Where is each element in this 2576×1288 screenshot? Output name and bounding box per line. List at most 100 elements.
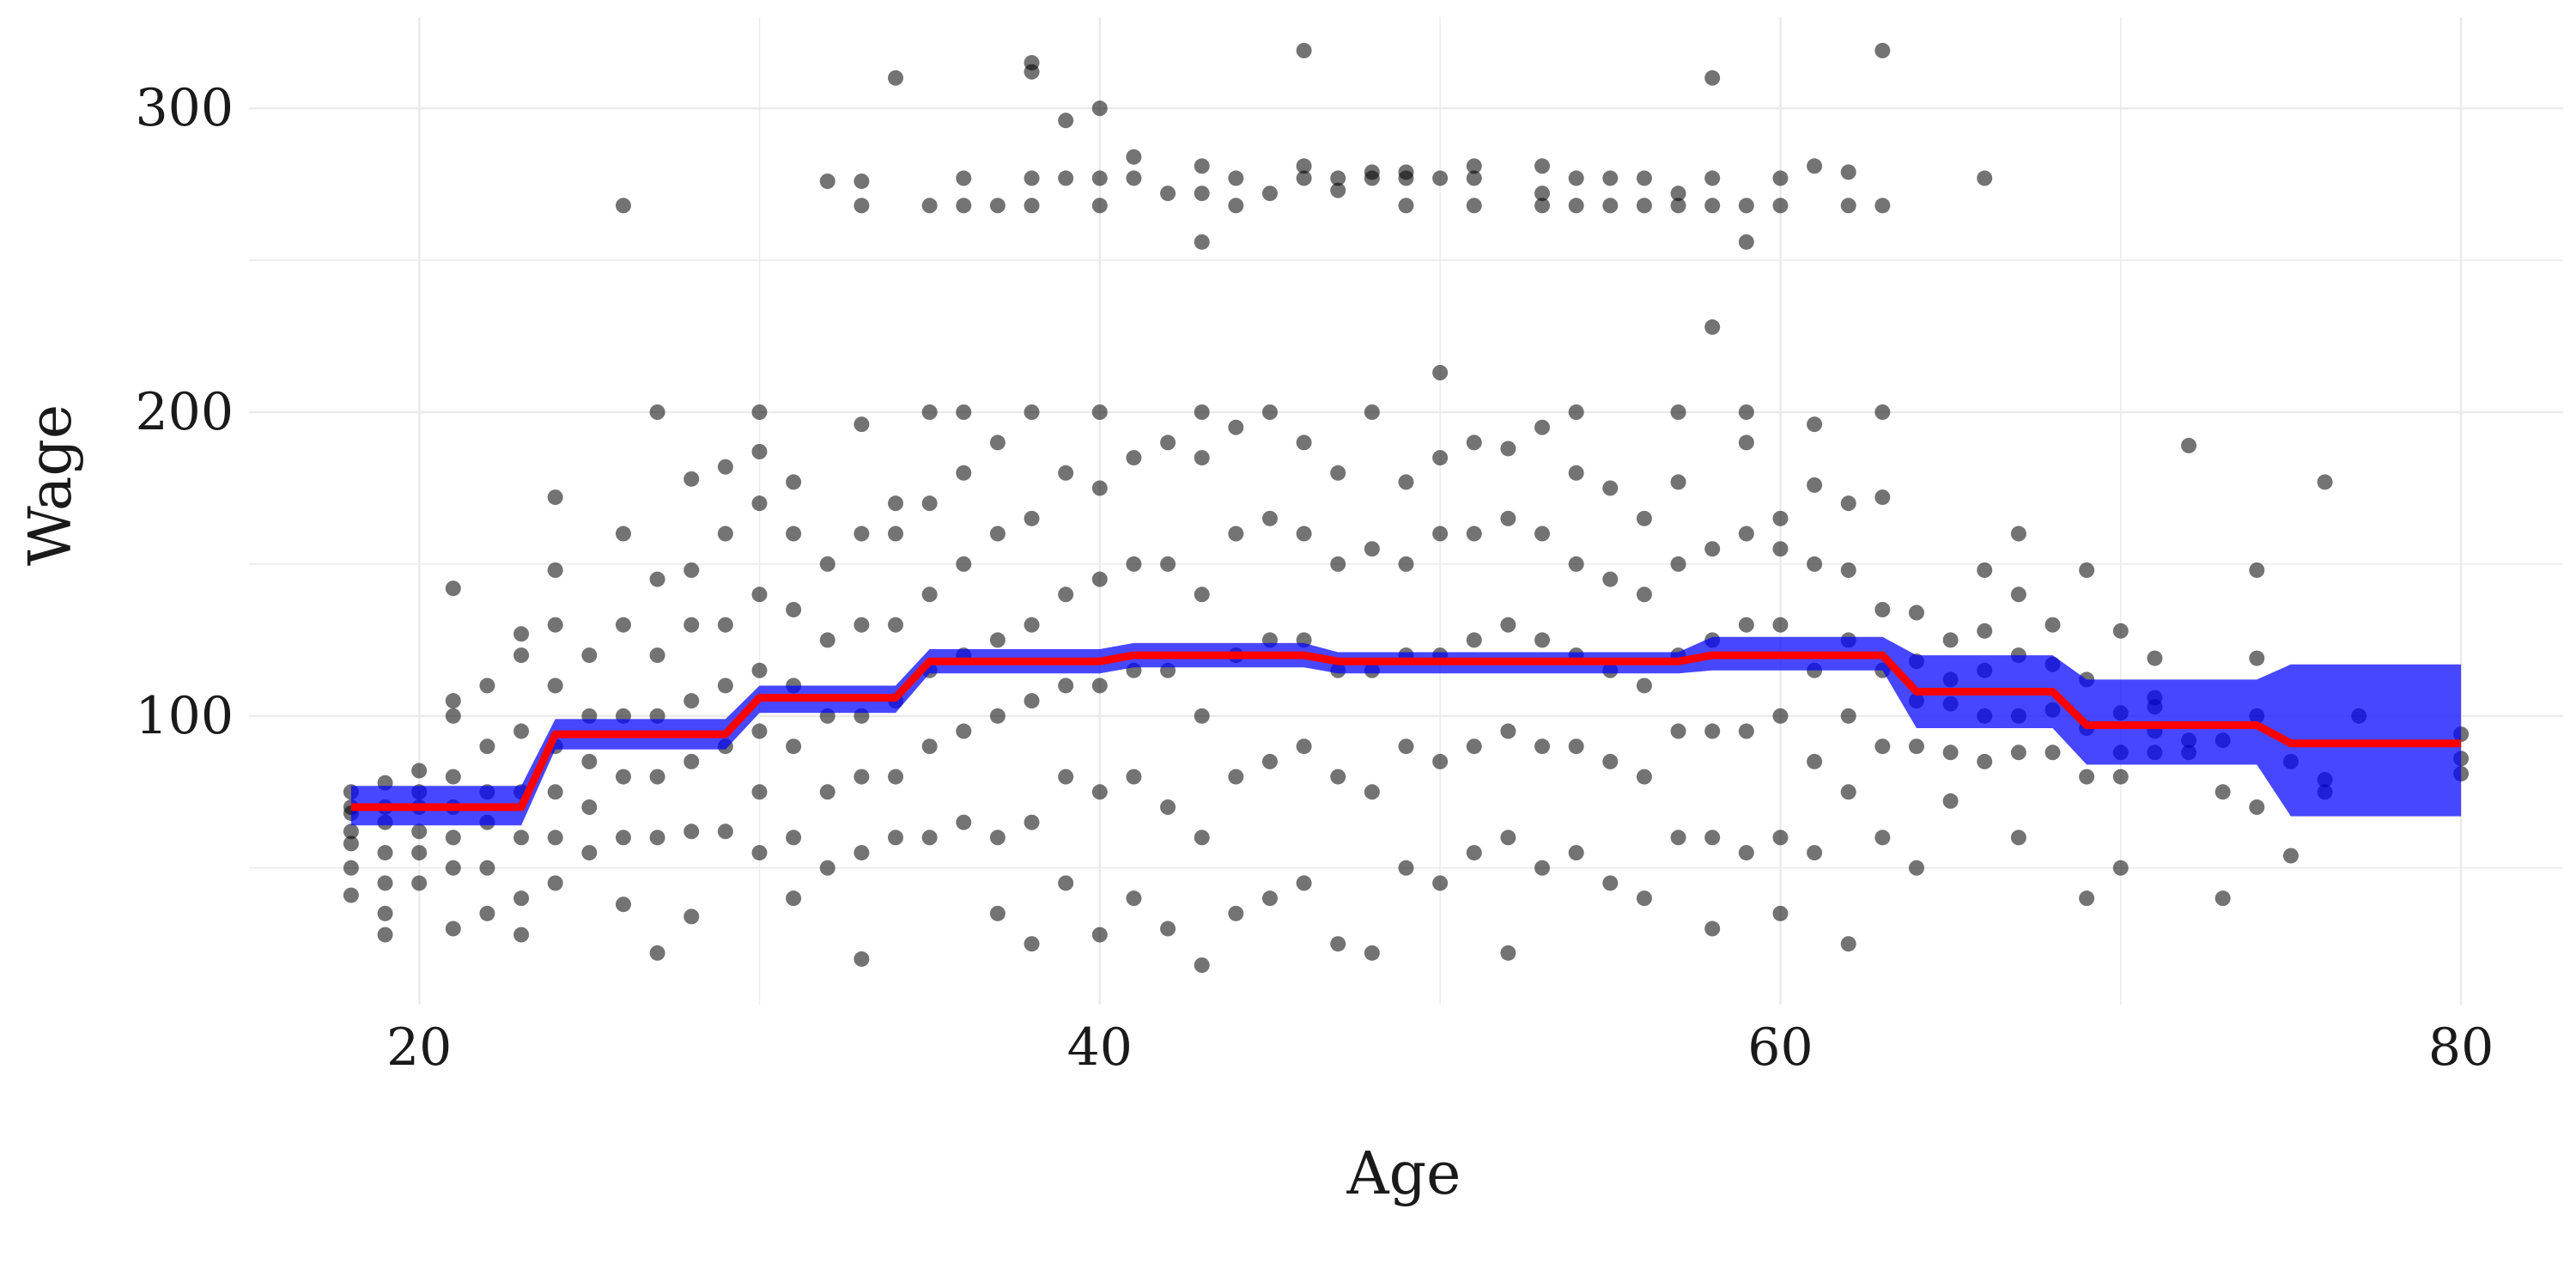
data-point — [649, 404, 665, 420]
data-point — [1398, 556, 1414, 572]
y-tick-label: 100 — [135, 686, 234, 746]
data-point — [717, 526, 733, 542]
data-point — [956, 170, 972, 186]
data-point — [854, 617, 870, 633]
data-point — [1602, 571, 1619, 587]
data-point — [1091, 784, 1108, 800]
data-point — [1738, 617, 1754, 633]
data-point — [1398, 738, 1414, 755]
data-point — [989, 829, 1005, 846]
data-point — [1807, 753, 1823, 769]
data-point — [1534, 419, 1551, 435]
data-point — [1636, 510, 1652, 526]
data-point — [1466, 434, 1482, 451]
data-point — [888, 526, 904, 542]
data-point — [854, 526, 870, 542]
data-point — [1194, 158, 1210, 174]
scatter-points — [343, 42, 2470, 973]
data-point — [1261, 404, 1278, 420]
data-point — [683, 471, 700, 487]
data-point — [343, 835, 359, 852]
data-point — [1058, 875, 1074, 891]
data-point — [1261, 510, 1278, 526]
data-point — [1772, 170, 1789, 186]
data-point — [1602, 753, 1619, 769]
data-point — [1024, 197, 1040, 214]
data-point — [615, 197, 631, 214]
data-point — [343, 860, 359, 876]
data-point — [1228, 769, 1244, 785]
data-point — [581, 647, 598, 664]
data-point — [411, 823, 428, 840]
data-point — [1432, 450, 1449, 466]
data-point — [888, 495, 904, 512]
data-point — [956, 723, 972, 739]
data-point — [1466, 197, 1482, 214]
data-point — [2181, 437, 2197, 453]
data-point — [1772, 510, 1789, 526]
data-point — [854, 951, 870, 967]
data-point — [445, 829, 461, 846]
data-point — [956, 814, 972, 830]
data-point — [1398, 164, 1414, 180]
data-point — [1091, 404, 1108, 420]
confidence-band — [350, 636, 2462, 826]
data-point — [854, 416, 870, 433]
data-point — [513, 626, 530, 642]
data-point — [683, 617, 700, 633]
data-point — [649, 647, 665, 664]
data-point — [717, 617, 733, 633]
data-point — [1602, 875, 1619, 891]
data-point — [513, 647, 530, 664]
data-point — [683, 753, 700, 769]
data-point — [854, 173, 870, 190]
data-point — [1058, 769, 1074, 785]
data-point — [1738, 404, 1754, 420]
data-point — [1636, 677, 1652, 694]
data-point — [1772, 617, 1789, 633]
data-point — [921, 495, 938, 512]
data-point — [1091, 571, 1108, 587]
data-point — [1602, 197, 1619, 214]
data-point — [2112, 623, 2129, 639]
data-point — [1534, 185, 1551, 202]
data-point — [1296, 158, 1312, 174]
data-point — [479, 860, 495, 876]
data-point — [649, 769, 665, 785]
data-point — [888, 70, 904, 86]
x-tick-label: 80 — [2428, 1018, 2494, 1078]
data-point — [1091, 170, 1108, 186]
data-point — [479, 905, 495, 921]
data-point — [513, 829, 530, 846]
data-point — [2112, 769, 2129, 785]
data-point — [1568, 404, 1584, 420]
data-point — [1024, 936, 1040, 952]
data-point — [683, 908, 700, 925]
data-point — [377, 905, 393, 921]
data-point — [649, 829, 665, 846]
data-point — [989, 632, 1005, 648]
data-point — [1296, 875, 1312, 891]
data-point — [1058, 586, 1074, 603]
data-point — [2249, 799, 2265, 815]
data-point — [786, 829, 802, 846]
data-point — [1874, 42, 1891, 58]
data-point — [1398, 860, 1414, 876]
data-point — [819, 632, 835, 648]
data-point — [1024, 617, 1040, 633]
data-point — [1432, 526, 1449, 542]
data-point — [2317, 474, 2333, 490]
data-point — [888, 829, 904, 846]
data-point — [479, 738, 495, 755]
data-point — [547, 677, 563, 694]
data-point — [1840, 708, 1856, 724]
data-point — [1194, 404, 1210, 420]
data-point — [411, 875, 428, 891]
data-point — [1977, 562, 1993, 578]
data-point — [2010, 829, 2026, 846]
data-point — [751, 845, 768, 861]
data-point — [1534, 158, 1551, 174]
data-point — [1432, 753, 1449, 769]
data-point — [1091, 677, 1108, 694]
